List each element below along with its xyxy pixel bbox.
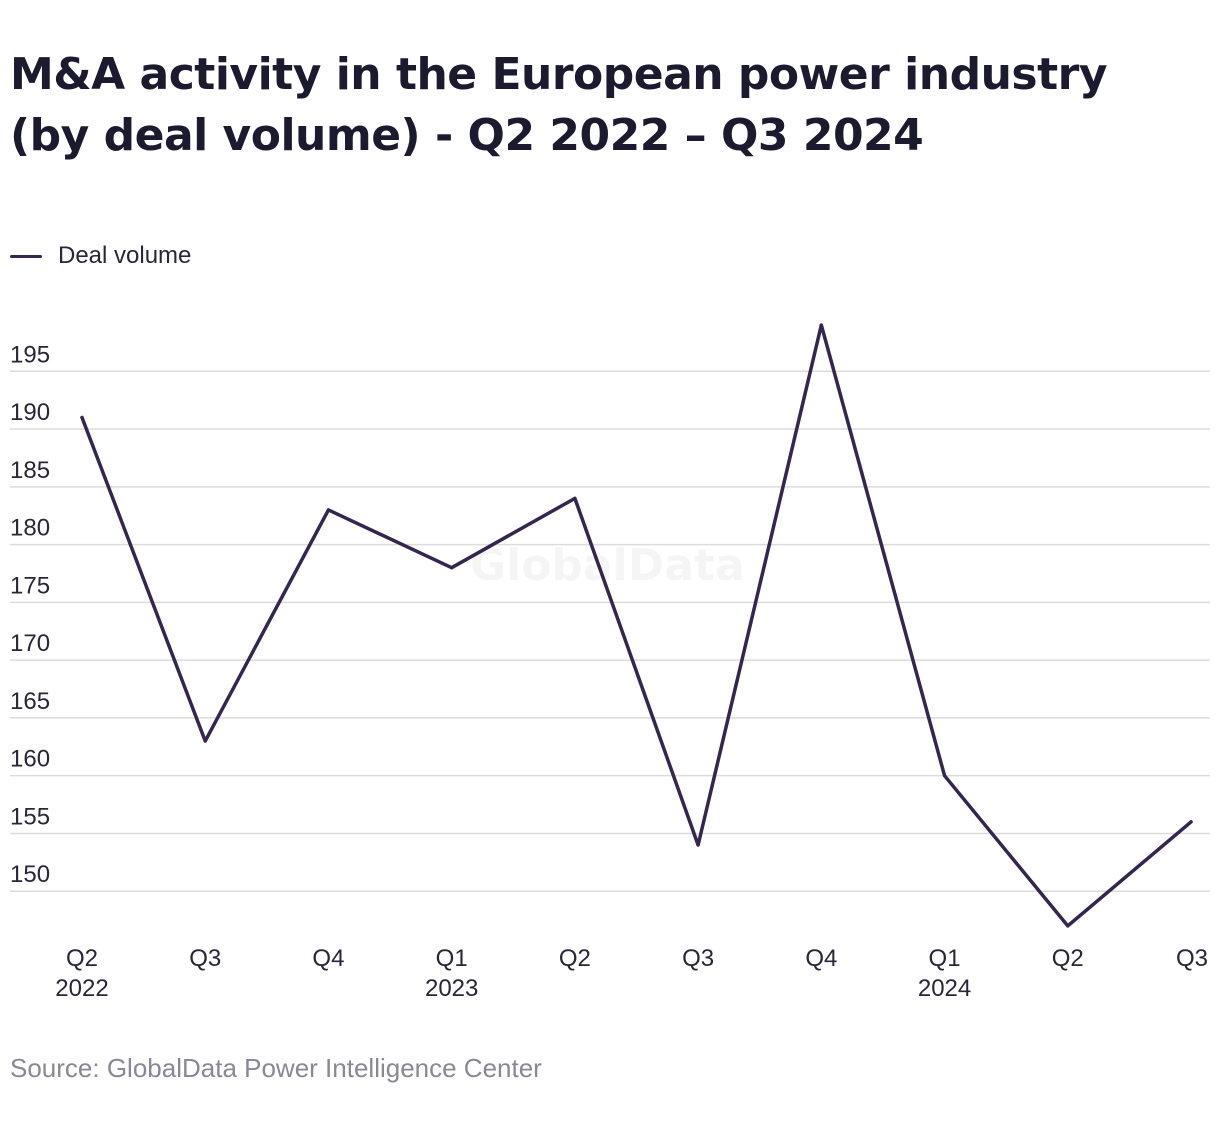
x-tick-label: Q4 xyxy=(312,945,344,972)
data-point xyxy=(942,774,947,778)
x-tick-label: Q3 xyxy=(1176,945,1208,972)
y-tick-label: 185 xyxy=(10,457,50,484)
x-tick-label: Q2 xyxy=(559,945,591,972)
x-tick-label: Q4 xyxy=(805,945,837,972)
y-tick-label: 170 xyxy=(10,630,50,657)
data-point xyxy=(1189,820,1193,824)
x-tick-label: Q3 xyxy=(189,945,221,972)
data-point xyxy=(819,323,823,327)
x-axis-ticks: Q2 2022 Q3 Q4 Q1 2023 Q2 Q3 Q4 Q1 2024 Q2 Q3 xyxy=(55,945,1208,1002)
y-tick-label: 190 xyxy=(10,399,50,426)
data-point xyxy=(696,843,700,847)
legend-label: Deal volume xyxy=(58,242,192,269)
series-line-deal-volume xyxy=(80,323,1193,928)
x-tick-label: Q3 xyxy=(682,945,714,972)
y-tick-label: 160 xyxy=(10,746,50,773)
data-point xyxy=(573,496,577,500)
x-tick-year-label: 2022 xyxy=(55,975,108,1002)
grid-lines xyxy=(10,370,1210,892)
series-layer xyxy=(80,323,1193,928)
x-tick-year-label: 2024 xyxy=(918,975,971,1002)
x-tick-label: Q2 xyxy=(66,945,98,972)
source-note: Source: GlobalData Power Intelligence Ce… xyxy=(10,1053,542,1083)
x-tick-label: Q1 xyxy=(436,945,468,972)
data-point xyxy=(1066,924,1070,928)
data-point xyxy=(80,415,84,420)
y-tick-label: 150 xyxy=(10,861,50,888)
data-point xyxy=(203,739,207,743)
legend: Deal volume xyxy=(10,242,191,270)
legend-swatch xyxy=(10,254,42,258)
x-tick-year-label: 2023 xyxy=(425,975,478,1002)
chart-title: M&A activity in the European power indus… xyxy=(10,49,1108,161)
y-tick-label: 195 xyxy=(10,341,50,368)
data-point xyxy=(326,508,331,512)
x-tick-label: Q2 xyxy=(1052,945,1084,972)
y-tick-label: 180 xyxy=(10,515,50,542)
y-axis-ticks: 150 155 160 165 170 175 180 185 190 195 xyxy=(10,341,50,888)
y-tick-label: 175 xyxy=(10,572,50,599)
x-tick-label: Q1 xyxy=(929,945,961,972)
y-tick-label: 165 xyxy=(10,688,50,715)
y-tick-label: 155 xyxy=(10,803,50,830)
data-point xyxy=(450,566,454,570)
